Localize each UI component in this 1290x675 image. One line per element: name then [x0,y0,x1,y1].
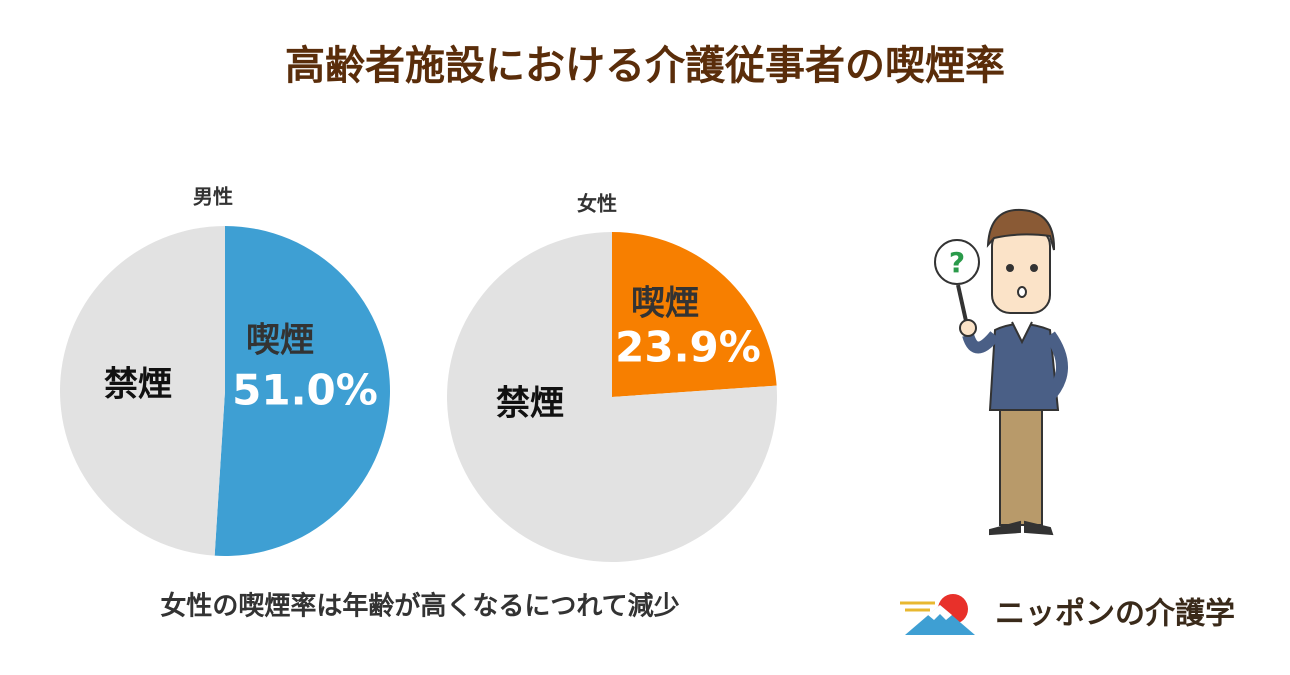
pie-title: 男性 [193,185,233,209]
logo-icon [900,594,975,635]
man-illustration: ? [934,208,1068,536]
logo-text: ニッポンの介護学 [995,597,1235,632]
slice-label: 喫煙 [246,321,314,361]
title: 高齢者施設における介護従事者の喫煙率 [285,43,1005,89]
pie-slice [612,232,777,397]
pie-title: 女性 [577,192,617,216]
slice-label: 禁煙 [496,384,564,424]
note: 女性の喫煙率は年齢が高くなるにつれて減少 [160,591,679,622]
svg-text:?: ? [949,246,965,279]
pie-slice [447,232,778,562]
slice-value-label: 23.9% [615,323,761,372]
pie-slice [214,226,391,557]
slice-label: 禁煙 [104,365,172,405]
slice-value-label: 51.0% [232,366,378,415]
pie-slice [60,226,226,556]
slice-label: 喫煙 [631,284,699,324]
